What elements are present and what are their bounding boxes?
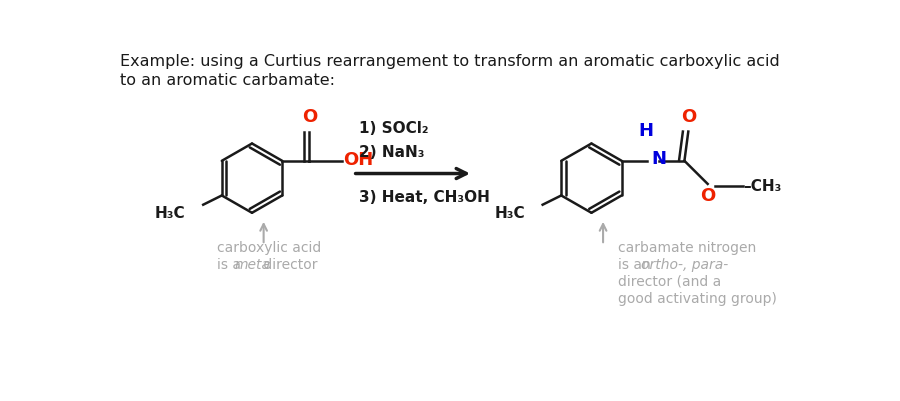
Text: 1) SOCl₂: 1) SOCl₂ [359, 121, 428, 136]
Text: to an aromatic carbamate:: to an aromatic carbamate: [121, 73, 335, 88]
Text: good activating group): good activating group) [617, 291, 777, 305]
Text: N: N [651, 149, 666, 167]
Text: OH: OH [344, 151, 374, 169]
Text: carboxylic acid: carboxylic acid [217, 240, 321, 254]
Text: 2) NaN₃: 2) NaN₃ [359, 145, 425, 160]
Text: O: O [700, 187, 716, 205]
Text: director (and a: director (and a [617, 274, 721, 288]
Text: H₃C: H₃C [155, 205, 185, 221]
Text: director: director [258, 257, 317, 271]
Text: H: H [638, 122, 653, 140]
Text: meta: meta [235, 257, 271, 271]
Text: Example: using a Curtius rearrangement to transform an aromatic carboxylic acid: Example: using a Curtius rearrangement t… [121, 53, 780, 69]
Text: carbamate nitrogen: carbamate nitrogen [617, 240, 756, 254]
Text: O: O [302, 108, 317, 126]
Text: H₃C: H₃C [494, 205, 525, 221]
Text: ortho-, para-: ortho-, para- [641, 257, 728, 271]
Text: is a: is a [217, 257, 246, 271]
Text: O: O [680, 108, 696, 126]
Text: –CH₃: –CH₃ [743, 178, 782, 193]
Text: 3) Heat, CH₃OH: 3) Heat, CH₃OH [359, 190, 490, 205]
Text: is an: is an [617, 257, 655, 271]
